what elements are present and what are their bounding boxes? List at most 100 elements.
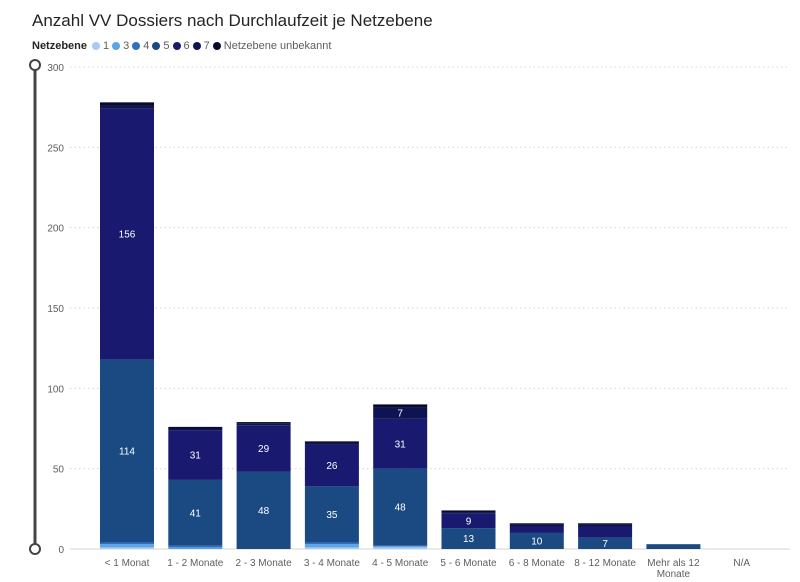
y-tick-label: 50	[53, 465, 65, 476]
legend-marker	[172, 42, 181, 50]
x-axis: < 1 Monat 1 - 2 Monate 2 - 3 Monate 3 - 4 M…	[105, 558, 751, 580]
bar-segment[interactable]	[236, 471, 291, 549]
legend-label: 7	[203, 40, 210, 52]
bar-segment[interactable]	[168, 430, 223, 480]
data-label: 29	[258, 444, 270, 455]
bar-segment[interactable]	[100, 544, 154, 548]
bar-segment[interactable]	[100, 105, 154, 109]
x-tick-label: 3 - 4 Monate	[304, 558, 361, 569]
bar-segment[interactable]	[100, 108, 154, 360]
bar-segment[interactable]	[304, 547, 359, 549]
bar-segment[interactable]	[373, 468, 428, 546]
data-label: 7	[602, 539, 608, 550]
bar-segment[interactable]	[441, 528, 496, 549]
data-label: 114	[119, 446, 135, 457]
bar-segment[interactable]	[646, 544, 701, 549]
x-tick-label: Mehr als 12 Monate	[647, 558, 700, 580]
legend-item[interactable]: 7	[192, 40, 210, 52]
data-label: 31	[395, 439, 407, 450]
bar-segment[interactable]	[373, 404, 428, 408]
bar-segment[interactable]	[578, 524, 633, 527]
x-tick-label: N/A	[733, 558, 750, 569]
x-tick-label: 4 - 5 Monate	[372, 558, 429, 569]
bar-segment[interactable]	[236, 423, 291, 426]
bar-segment[interactable]	[578, 526, 633, 538]
bar-segment[interactable]	[236, 422, 291, 424]
x-tick-label: 1 - 2 Monate	[167, 558, 224, 569]
bar-segment[interactable]	[578, 523, 633, 525]
bar-segment[interactable]	[373, 407, 428, 419]
legend-item[interactable]: 5	[152, 40, 170, 52]
range-slider[interactable]	[29, 59, 41, 555]
bar-segment[interactable]	[509, 532, 564, 549]
data-label: 26	[326, 461, 338, 472]
legend-marker	[92, 42, 101, 50]
legend-marker	[112, 42, 121, 50]
bar-segment[interactable]	[578, 537, 633, 549]
y-tick-label: 100	[47, 384, 64, 395]
bar-segment[interactable]	[168, 479, 223, 546]
bar-segment[interactable]	[441, 512, 496, 514]
legend-label: 6	[183, 40, 190, 52]
bar-segment[interactable]	[441, 510, 496, 513]
x-tick-label: 8 - 12 Monate	[574, 558, 636, 569]
bar-segment[interactable]	[100, 547, 154, 549]
data-label: 156	[119, 230, 136, 241]
legend-item[interactable]: 6	[172, 40, 190, 52]
x-tick-label: 5 - 6 Monate	[440, 558, 497, 569]
legend-marker	[192, 42, 201, 50]
y-tick-label: 200	[47, 224, 64, 235]
y-tick-label: 0	[58, 545, 64, 556]
bar-segment[interactable]	[304, 442, 359, 445]
legend-item[interactable]: 1	[92, 40, 109, 52]
bar-segment[interactable]	[304, 542, 359, 545]
bar-segment[interactable]	[100, 359, 154, 543]
bar-segment[interactable]	[373, 547, 428, 549]
bar-segment[interactable]	[168, 426, 223, 429]
legend-item[interactable]: 4	[132, 40, 149, 52]
bar-segment[interactable]	[373, 418, 428, 469]
bars	[100, 102, 701, 549]
legend-item[interactable]: Netzebene unbekannt	[212, 40, 332, 52]
legend-marker	[212, 42, 221, 50]
data-label: 31	[190, 451, 202, 462]
legend-label: Netzebene unbekannt	[223, 40, 332, 52]
data-label: 35	[326, 510, 338, 521]
bar-segment[interactable]	[373, 545, 428, 548]
slider-handle-top[interactable]	[29, 59, 41, 71]
x-tick-label: 6 - 8 Monate	[509, 558, 566, 569]
data-label: 9	[466, 516, 472, 527]
y-tick-label: 250	[47, 143, 64, 154]
bar-segment[interactable]	[100, 542, 154, 545]
bar-segment[interactable]	[304, 544, 359, 548]
x-tick-label: 2 - 3 Monate	[236, 558, 293, 569]
bar-segment[interactable]	[509, 524, 564, 527]
data-label: 7	[397, 409, 403, 420]
bar-segment[interactable]	[304, 486, 359, 543]
legend-title: Netzebene	[32, 40, 88, 52]
chart-title: Anzahl VV Dossiers nach Durchlaufzeit je…	[32, 11, 433, 30]
bar-segment[interactable]	[509, 526, 564, 533]
y-axis: 0 50 100 150 200 250 300	[47, 63, 64, 556]
slider-handle-bottom[interactable]	[29, 543, 41, 555]
bar-segment[interactable]	[304, 441, 359, 443]
bar-segment[interactable]	[168, 428, 223, 431]
legend-marker	[152, 42, 161, 50]
bar-segment[interactable]	[509, 523, 564, 525]
legend: Netzebene 1 3 4 5 6 7 Netzebene unbekannt	[32, 40, 334, 52]
bar-segment[interactable]	[100, 102, 154, 106]
data-label: 13	[463, 534, 475, 545]
data-label: 48	[395, 503, 407, 514]
bar-segment[interactable]	[304, 444, 359, 487]
legend-items: 1 3 4 5 6 7 Netzebene unbekannt	[92, 40, 334, 52]
legend-marker	[132, 42, 141, 50]
bar-segment[interactable]	[441, 513, 496, 529]
bar-segment[interactable]	[168, 547, 223, 549]
legend-label: 5	[163, 40, 170, 52]
bar-segment[interactable]	[236, 425, 291, 472]
legend-item[interactable]: 3	[112, 40, 129, 52]
bar-segment[interactable]	[168, 545, 223, 548]
y-tick-label: 150	[47, 304, 64, 315]
data-labels: 114 156 41 31 48 29 35 26 48 31 7 13 9 10 7	[119, 230, 609, 550]
